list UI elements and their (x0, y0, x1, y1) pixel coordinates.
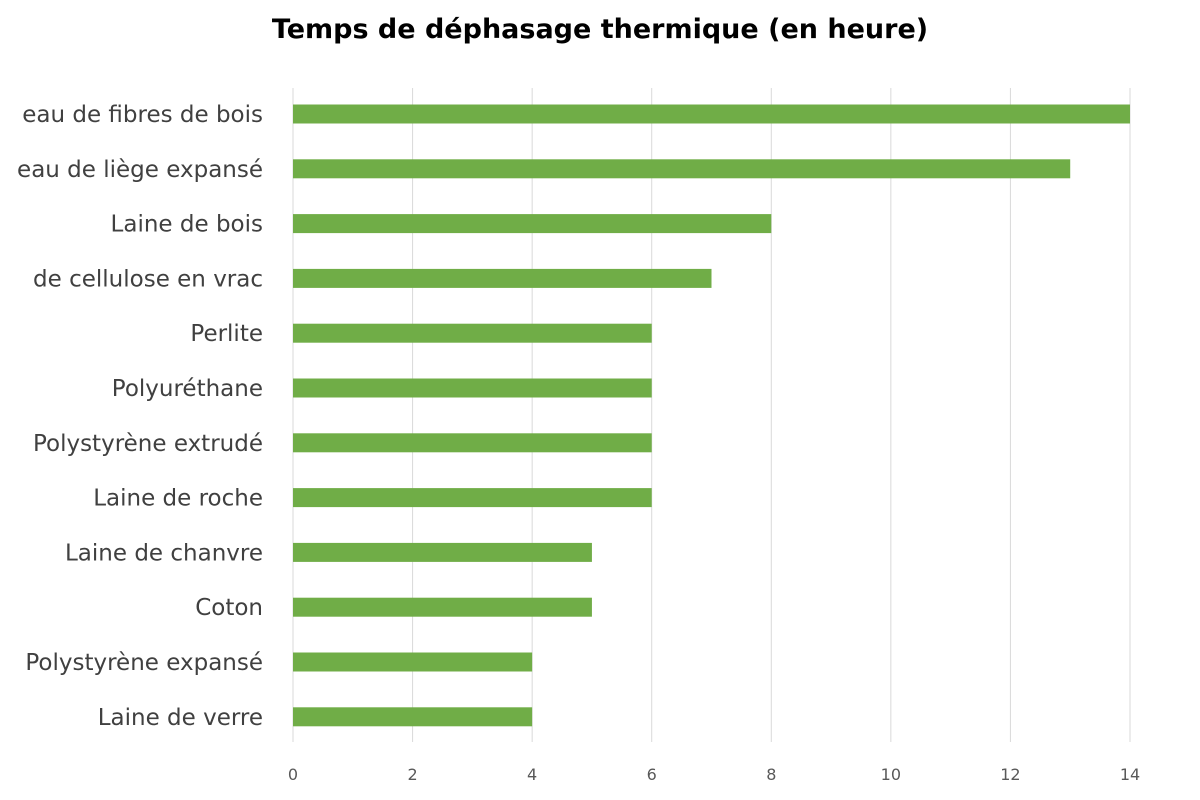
bars (293, 104, 1130, 727)
category-label: Laine de roche (93, 486, 263, 512)
x-axis-ticks: 0 2 4 6 8 10 12 14 (288, 765, 1140, 784)
x-tick-label: 6 (647, 765, 657, 784)
gridlines (292, 88, 1131, 742)
bar (293, 433, 652, 453)
x-tick-label: 2 (407, 765, 417, 784)
bar (293, 707, 533, 727)
bar (293, 159, 1071, 179)
x-tick-label: 8 (766, 765, 776, 784)
category-label: Polystyrène extrudé (33, 431, 263, 457)
category-label: Laine de verre (98, 705, 263, 731)
category-label: eau de fibres de bois (22, 102, 263, 128)
bar (293, 378, 652, 398)
category-label: Perlite (190, 321, 263, 347)
category-label: Polyuréthane (112, 376, 263, 402)
bar (293, 488, 652, 508)
bar (293, 268, 712, 288)
x-tick-label: 12 (1000, 765, 1020, 784)
bar (293, 214, 772, 234)
category-label: Laine de chanvre (65, 540, 263, 566)
category-label: Polystyrène expansé (25, 650, 263, 676)
category-labels: eau de fibres de bois eau de liège expans… (17, 102, 263, 731)
bar (293, 597, 592, 617)
x-tick-label: 10 (881, 765, 901, 784)
category-label: de cellulose en vrac (33, 266, 263, 292)
bar (293, 104, 1130, 124)
x-tick-label: 0 (288, 765, 298, 784)
category-label: Coton (195, 595, 263, 621)
category-label: Laine de bois (111, 212, 263, 238)
bar (293, 652, 533, 672)
x-tick-label: 4 (527, 765, 537, 784)
bar (293, 323, 652, 343)
category-label: eau de liège expansé (17, 157, 263, 183)
chart-title: Temps de déphasage thermique (en heure) (271, 14, 929, 45)
x-tick-label: 14 (1120, 765, 1140, 784)
bar (293, 542, 592, 562)
